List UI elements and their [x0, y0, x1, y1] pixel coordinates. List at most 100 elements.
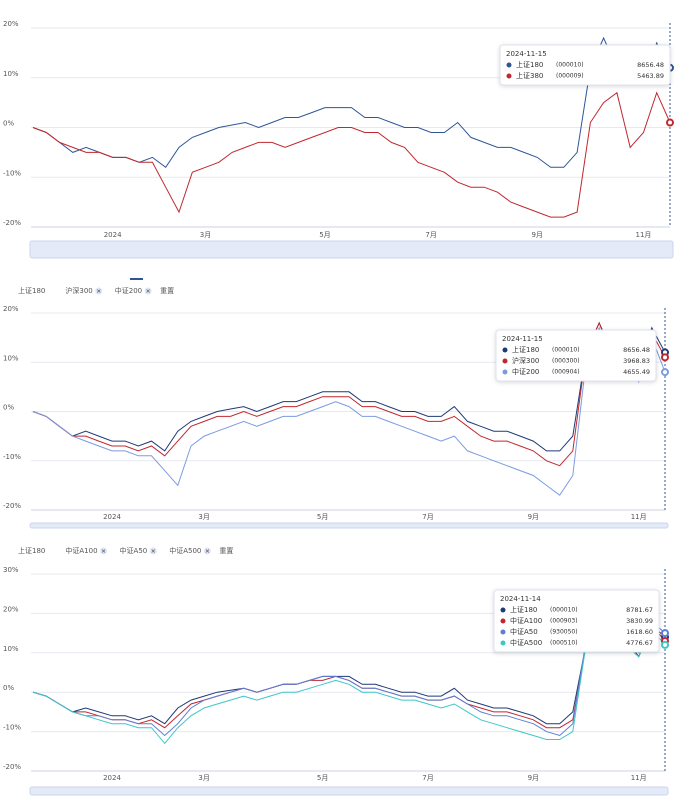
- tooltip-value: 8781.67: [626, 606, 653, 614]
- series-chip[interactable]: 沪深300: [65, 286, 103, 295]
- tooltip-date: 2024-11-15: [502, 335, 543, 343]
- tooltip-value: 4655.49: [623, 368, 650, 376]
- series-chip[interactable]: 中证A100: [65, 546, 108, 555]
- tooltip-value: 3830.99: [626, 617, 653, 625]
- hover-marker: [661, 629, 669, 638]
- x-tick-label: 11月: [631, 774, 647, 782]
- tooltip-name: 中证A500: [510, 638, 542, 647]
- series-chip[interactable]: 上证180: [18, 286, 45, 295]
- y-tick-label: -10%: [3, 453, 21, 461]
- tooltip-value: 3968.83: [623, 357, 650, 365]
- reset-button[interactable]: 重置: [160, 287, 174, 295]
- chip-label: 中证A500: [169, 546, 201, 555]
- series-chip[interactable]: 中证A50: [120, 546, 157, 555]
- range-slider[interactable]: [29, 240, 674, 259]
- y-tick-label: 20%: [3, 20, 19, 28]
- tooltip-value: 8656.48: [623, 346, 650, 354]
- hover-marker: [661, 353, 669, 362]
- series-chip[interactable]: 上证180: [18, 546, 45, 555]
- tooltip-code: (000009): [556, 73, 584, 80]
- series-line: [32, 326, 666, 496]
- y-tick-label: -20%: [3, 219, 21, 227]
- range-slider[interactable]: [29, 786, 669, 796]
- tooltip-box: [493, 589, 660, 653]
- tooltip-dot: [500, 618, 506, 624]
- y-tick-label: 10%: [3, 70, 19, 78]
- tooltip-box: [499, 44, 671, 86]
- tooltip-name: 中证A100: [510, 616, 542, 625]
- chip-label: 中证200: [115, 286, 142, 295]
- x-tick-label: 2024: [104, 231, 122, 239]
- x-tick-label: 3月: [200, 231, 211, 239]
- x-tick-label: 2024: [103, 774, 121, 782]
- x-tick-label: 9月: [528, 513, 539, 521]
- y-tick-label: -10%: [3, 169, 21, 177]
- tooltip-name: 上证180: [512, 345, 539, 354]
- hover-marker: [666, 118, 674, 127]
- tooltip: 2024-11-15 上证180 (000010) 8656.48 沪深300 (0003…: [495, 329, 657, 382]
- x-tick-label: 9月: [528, 774, 539, 782]
- tooltip-code: (000010): [552, 347, 580, 354]
- y-tick-label: 10%: [3, 645, 19, 653]
- tooltip-box: [495, 329, 657, 382]
- tooltip-name: 沪深300: [512, 356, 539, 365]
- tooltip-date: 2024-11-15: [506, 50, 547, 58]
- x-tick-label: 3月: [198, 513, 209, 521]
- tooltip-value: 4776.67: [626, 639, 653, 647]
- y-tick-label: 20%: [3, 605, 19, 613]
- x-tick-label: 11月: [631, 513, 647, 521]
- x-tick-label: 5月: [317, 513, 328, 521]
- tooltip-code: (000904): [552, 369, 580, 376]
- tooltip-dot: [500, 640, 506, 646]
- x-tick-label: 5月: [319, 231, 330, 239]
- tooltip-code: (000903): [550, 618, 578, 625]
- series-chip[interactable]: 中证200: [115, 286, 152, 295]
- x-tick-label: 11月: [635, 231, 651, 239]
- hover-marker: [661, 368, 669, 377]
- range-slider[interactable]: [29, 522, 669, 529]
- tooltip-dot: [500, 629, 506, 635]
- y-tick-label: 10%: [3, 354, 19, 362]
- y-tick-label: 30%: [3, 566, 19, 574]
- tooltip-name: 上证180: [510, 605, 537, 614]
- y-tick-label: 20%: [3, 305, 19, 313]
- series-line: [32, 91, 671, 218]
- tooltip-code: (000010): [556, 62, 584, 69]
- tooltip-value: 5463.89: [637, 72, 664, 80]
- y-tick-label: 0%: [3, 684, 14, 692]
- tooltip-code: (000510): [550, 640, 578, 647]
- tooltip-code: (000010): [550, 607, 578, 614]
- series-line: [32, 321, 666, 467]
- series-line: [32, 620, 666, 725]
- chip-label: 上证180: [18, 546, 45, 555]
- reset-button[interactable]: 重置: [219, 547, 233, 555]
- chip-remove-x: [146, 289, 150, 293]
- tooltip-dot: [502, 369, 508, 375]
- tooltip-name: 上证380: [516, 71, 543, 80]
- tooltip-dot: [506, 62, 512, 68]
- tooltip-code: (000300): [552, 358, 580, 365]
- tooltip-name: 上证180: [516, 60, 543, 69]
- series-chip[interactable]: 中证A500: [169, 546, 211, 555]
- chip-remove-x: [205, 549, 210, 553]
- tooltip-value: 1618.60: [626, 628, 653, 636]
- tooltip-dot: [506, 73, 512, 79]
- chip-label: 沪深300: [65, 286, 92, 295]
- x-tick-label: 7月: [422, 513, 433, 521]
- series-line: [32, 321, 666, 452]
- tooltip-dot: [502, 347, 508, 353]
- chip-label: 中证A100: [65, 546, 97, 555]
- y-tick-label: 0%: [3, 120, 14, 128]
- tooltip-code: (930050): [550, 629, 578, 636]
- tooltip: 2024-11-14 上证180 (000010) 8781.67 中证A100 (000…: [493, 589, 660, 653]
- x-tick-label: 7月: [425, 231, 436, 239]
- hover-marker: [661, 640, 669, 649]
- series-line: [32, 620, 666, 745]
- chip-label: 中证A50: [120, 546, 148, 555]
- tooltip: 2024-11-15 上证180 (000010) 8656.48 上证380 (0000…: [499, 44, 671, 86]
- chip-remove-x: [96, 289, 101, 293]
- x-tick-label: 2024: [103, 513, 121, 521]
- tooltip-name: 中证200: [512, 367, 539, 376]
- tooltip-dot: [500, 607, 506, 613]
